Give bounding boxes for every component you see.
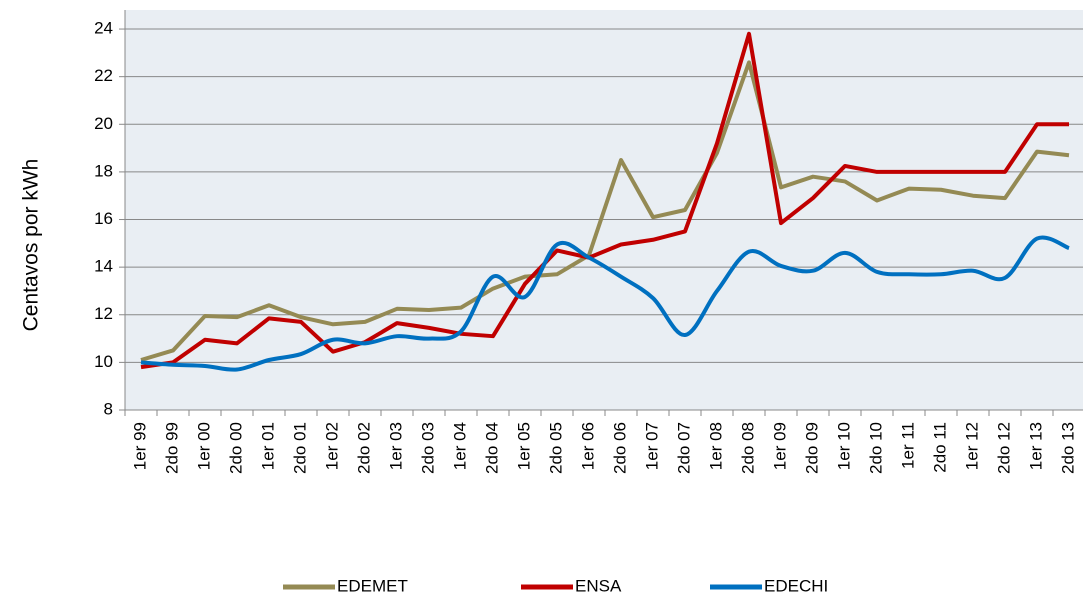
- x-tick-label: 2do 12: [994, 422, 1013, 474]
- x-tick-label: 1er 01: [258, 422, 277, 470]
- y-tick-label: 18: [94, 161, 113, 180]
- x-tick-label: 1er 12: [962, 422, 981, 470]
- x-tick-label: 1er 03: [386, 422, 405, 470]
- y-tick-label: 22: [94, 66, 113, 85]
- x-tick-label: 1er 13: [1026, 422, 1045, 470]
- x-tick-label: 2do 05: [546, 422, 565, 474]
- x-tick-label: 2do 10: [866, 422, 885, 474]
- x-tick-label: 2do 07: [674, 422, 693, 474]
- x-tick-label: 1er 00: [194, 422, 213, 470]
- x-tick-label: 2do 03: [418, 422, 437, 474]
- x-tick-label: 1er 02: [322, 422, 341, 470]
- x-tick-label: 1er 10: [834, 422, 853, 470]
- y-axis-label: Centavos por kWh: [20, 159, 43, 332]
- x-tick-label: 1er 09: [770, 422, 789, 470]
- series-line: [140, 31, 1069, 370]
- x-tick-label: 1er 04: [450, 422, 469, 470]
- x-tick-label: 1er 06: [578, 422, 597, 470]
- series-line: [140, 60, 1070, 362]
- legend-label: EDEMET: [337, 576, 408, 595]
- y-tick-label: 20: [94, 114, 113, 133]
- x-tick-label: 2do 99: [162, 422, 181, 474]
- x-tick-label: 2do 11: [930, 422, 949, 473]
- y-tick-label: 8: [104, 399, 113, 418]
- x-tick-label: 1er 07: [642, 422, 661, 470]
- legend-label: ENSA: [575, 576, 622, 595]
- x-tick-label: 2do 04: [482, 422, 501, 474]
- x-tick-label: 1er 08: [706, 422, 725, 470]
- y-tick-label: 24: [94, 19, 113, 38]
- x-tick-label: 2do 09: [802, 422, 821, 474]
- y-tick-label: 12: [94, 304, 113, 323]
- y-tick-label: 16: [94, 209, 113, 228]
- series-line: [140, 235, 1070, 372]
- y-tick-label: 14: [94, 257, 113, 276]
- x-tick-label: 2do 13: [1058, 422, 1077, 474]
- x-tick-label: 2do 08: [738, 422, 757, 474]
- x-tick-label: 1er 05: [514, 422, 533, 470]
- x-tick-label: 2do 01: [290, 422, 309, 474]
- x-tick-label: 1er 11: [898, 422, 917, 469]
- x-tick-label: 1er 99: [130, 422, 149, 470]
- x-tick-label: 2do 06: [610, 422, 629, 474]
- x-tick-label: 2do 00: [226, 422, 245, 474]
- y-tick-label: 10: [94, 352, 113, 371]
- x-tick-label: 2do 02: [354, 422, 373, 474]
- legend-label: EDECHI: [764, 576, 828, 595]
